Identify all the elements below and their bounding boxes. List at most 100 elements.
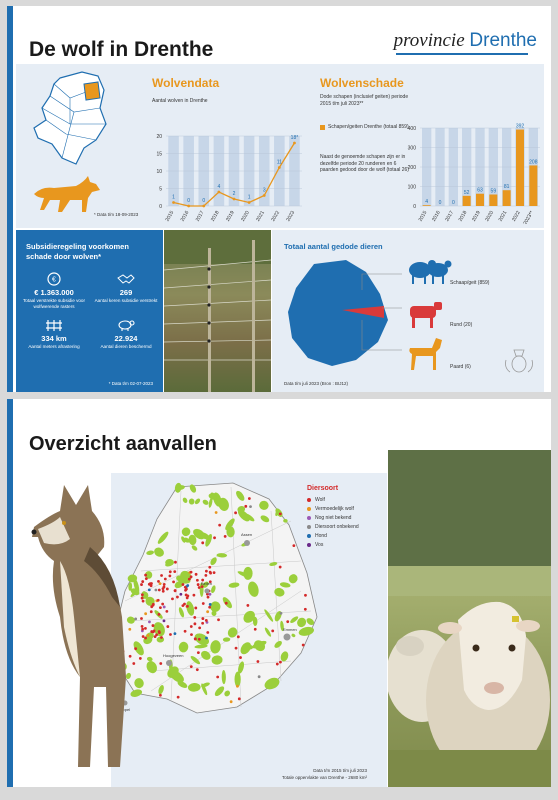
attack-dot xyxy=(161,589,165,593)
bar-value-label: 63 xyxy=(477,188,483,194)
data-point xyxy=(247,201,251,204)
page-stripe xyxy=(7,399,13,787)
nature-area xyxy=(191,545,198,551)
x-tick-label: 2018 xyxy=(458,210,469,223)
attack-dot xyxy=(204,619,208,622)
horse-count: Paard (6) xyxy=(450,364,471,370)
attack-dot xyxy=(237,697,241,701)
nature-area xyxy=(190,655,201,665)
nature-area xyxy=(178,641,189,653)
x-tick-label: 2015 xyxy=(418,210,429,223)
nature-area xyxy=(280,651,289,662)
nature-area xyxy=(146,661,158,674)
attack-dot xyxy=(184,588,187,592)
wolvendata-subtitle: Aantal wolven in Drenthe xyxy=(152,98,208,104)
cow-icon xyxy=(410,302,442,328)
killed-animals-panel: Totaal aantal gedode dieren Schaap/geit … xyxy=(272,230,544,392)
x-tick-label: 2019 xyxy=(225,210,236,223)
nature-area xyxy=(210,640,221,654)
attack-dot xyxy=(275,662,279,666)
data-label: 3 xyxy=(263,188,266,194)
attack-dot xyxy=(138,657,142,660)
data-point xyxy=(217,190,221,194)
attack-dot xyxy=(146,634,150,637)
attack-dot xyxy=(166,625,170,628)
nature-area xyxy=(205,533,212,547)
bar xyxy=(502,190,511,206)
bar-value-label: 52 xyxy=(464,190,470,196)
attack-dot xyxy=(189,665,193,669)
attack-dot xyxy=(141,627,145,631)
bar-value-label: 0 xyxy=(439,200,442,206)
attack-dot xyxy=(189,575,193,579)
nature-area xyxy=(188,498,195,505)
subsidy-stat: 334 km Aantal meters afrastering xyxy=(20,318,88,350)
attack-dot xyxy=(162,585,166,589)
x-tick-label: 2015 xyxy=(165,210,176,223)
attack-dot xyxy=(234,511,237,515)
attack-dot xyxy=(197,586,201,589)
nature-area xyxy=(221,669,226,685)
stat-label: Aantal meters afrastering xyxy=(28,343,80,349)
data-label: 0 xyxy=(202,198,205,204)
attack-dot xyxy=(224,601,228,605)
attack-dot xyxy=(176,595,179,599)
attack-map-panel: Assen Emmen Hoogeveen Meppel Beilen Dier… xyxy=(111,473,387,787)
page-stripe xyxy=(7,6,13,392)
attack-dot xyxy=(201,617,205,620)
attack-dot xyxy=(206,631,210,634)
bar xyxy=(489,194,498,206)
x-tick-label: 2020 xyxy=(484,210,495,223)
attack-dot xyxy=(189,625,193,628)
nature-area xyxy=(237,509,250,522)
attack-dot xyxy=(173,589,177,593)
data-point xyxy=(202,204,206,208)
x-tick-label: 2020 xyxy=(240,210,251,223)
attack-dot xyxy=(134,617,138,621)
nature-area xyxy=(306,618,315,625)
attack-dot xyxy=(208,603,212,606)
map-data-note: Data t/m 2015 t/m juli 2023 xyxy=(313,768,367,773)
bar-value-label: 0 xyxy=(452,200,455,206)
attack-dot xyxy=(157,580,160,583)
nature-area xyxy=(128,582,133,591)
nature-area xyxy=(283,518,288,523)
nature-area xyxy=(133,578,140,594)
legend-swatch xyxy=(320,125,325,130)
attack-dot xyxy=(205,636,208,640)
attack-dot xyxy=(176,695,180,699)
y-tick-label: 200 xyxy=(408,165,417,171)
nature-area xyxy=(288,574,298,584)
attack-dot xyxy=(160,574,163,577)
attack-dot xyxy=(206,595,210,599)
attack-dot xyxy=(147,588,151,592)
nature-area xyxy=(274,587,285,597)
nature-area xyxy=(178,607,185,618)
damage-legend-label: Schapen/geiten Drenthe (totaal 859) xyxy=(328,124,409,130)
bar xyxy=(529,165,538,206)
attack-dot xyxy=(140,593,144,597)
nature-area xyxy=(210,557,217,566)
legend-dot xyxy=(307,516,311,520)
y-tick-label: 10 xyxy=(156,169,162,175)
attack-dot xyxy=(157,612,161,616)
attack-dot xyxy=(183,629,187,633)
attack-dot xyxy=(209,571,212,575)
nature-area xyxy=(208,497,213,508)
connector-lines xyxy=(361,273,402,351)
nature-area xyxy=(153,622,165,637)
attack-dot xyxy=(157,588,161,592)
attack-dot xyxy=(195,578,199,582)
wolf-data-panel: * Data t/m 18-09-2023 Wolvendata Aantal … xyxy=(16,64,544,228)
attack-dot xyxy=(196,583,200,586)
legend-item: Nog niet bekend xyxy=(307,515,383,521)
bar-value-label: 392 xyxy=(516,124,525,130)
attack-dot xyxy=(201,621,205,625)
nature-area xyxy=(237,506,246,513)
nature-area xyxy=(189,484,197,493)
subsidy-stat: € € 1.363.000 Totaal verstrekte subsidie v… xyxy=(20,272,88,310)
nature-area xyxy=(237,571,251,578)
stat-label: Totaal verstrekte subsidie voor wolfwere… xyxy=(22,298,86,309)
bar xyxy=(516,129,524,206)
attack-dot xyxy=(140,617,143,620)
